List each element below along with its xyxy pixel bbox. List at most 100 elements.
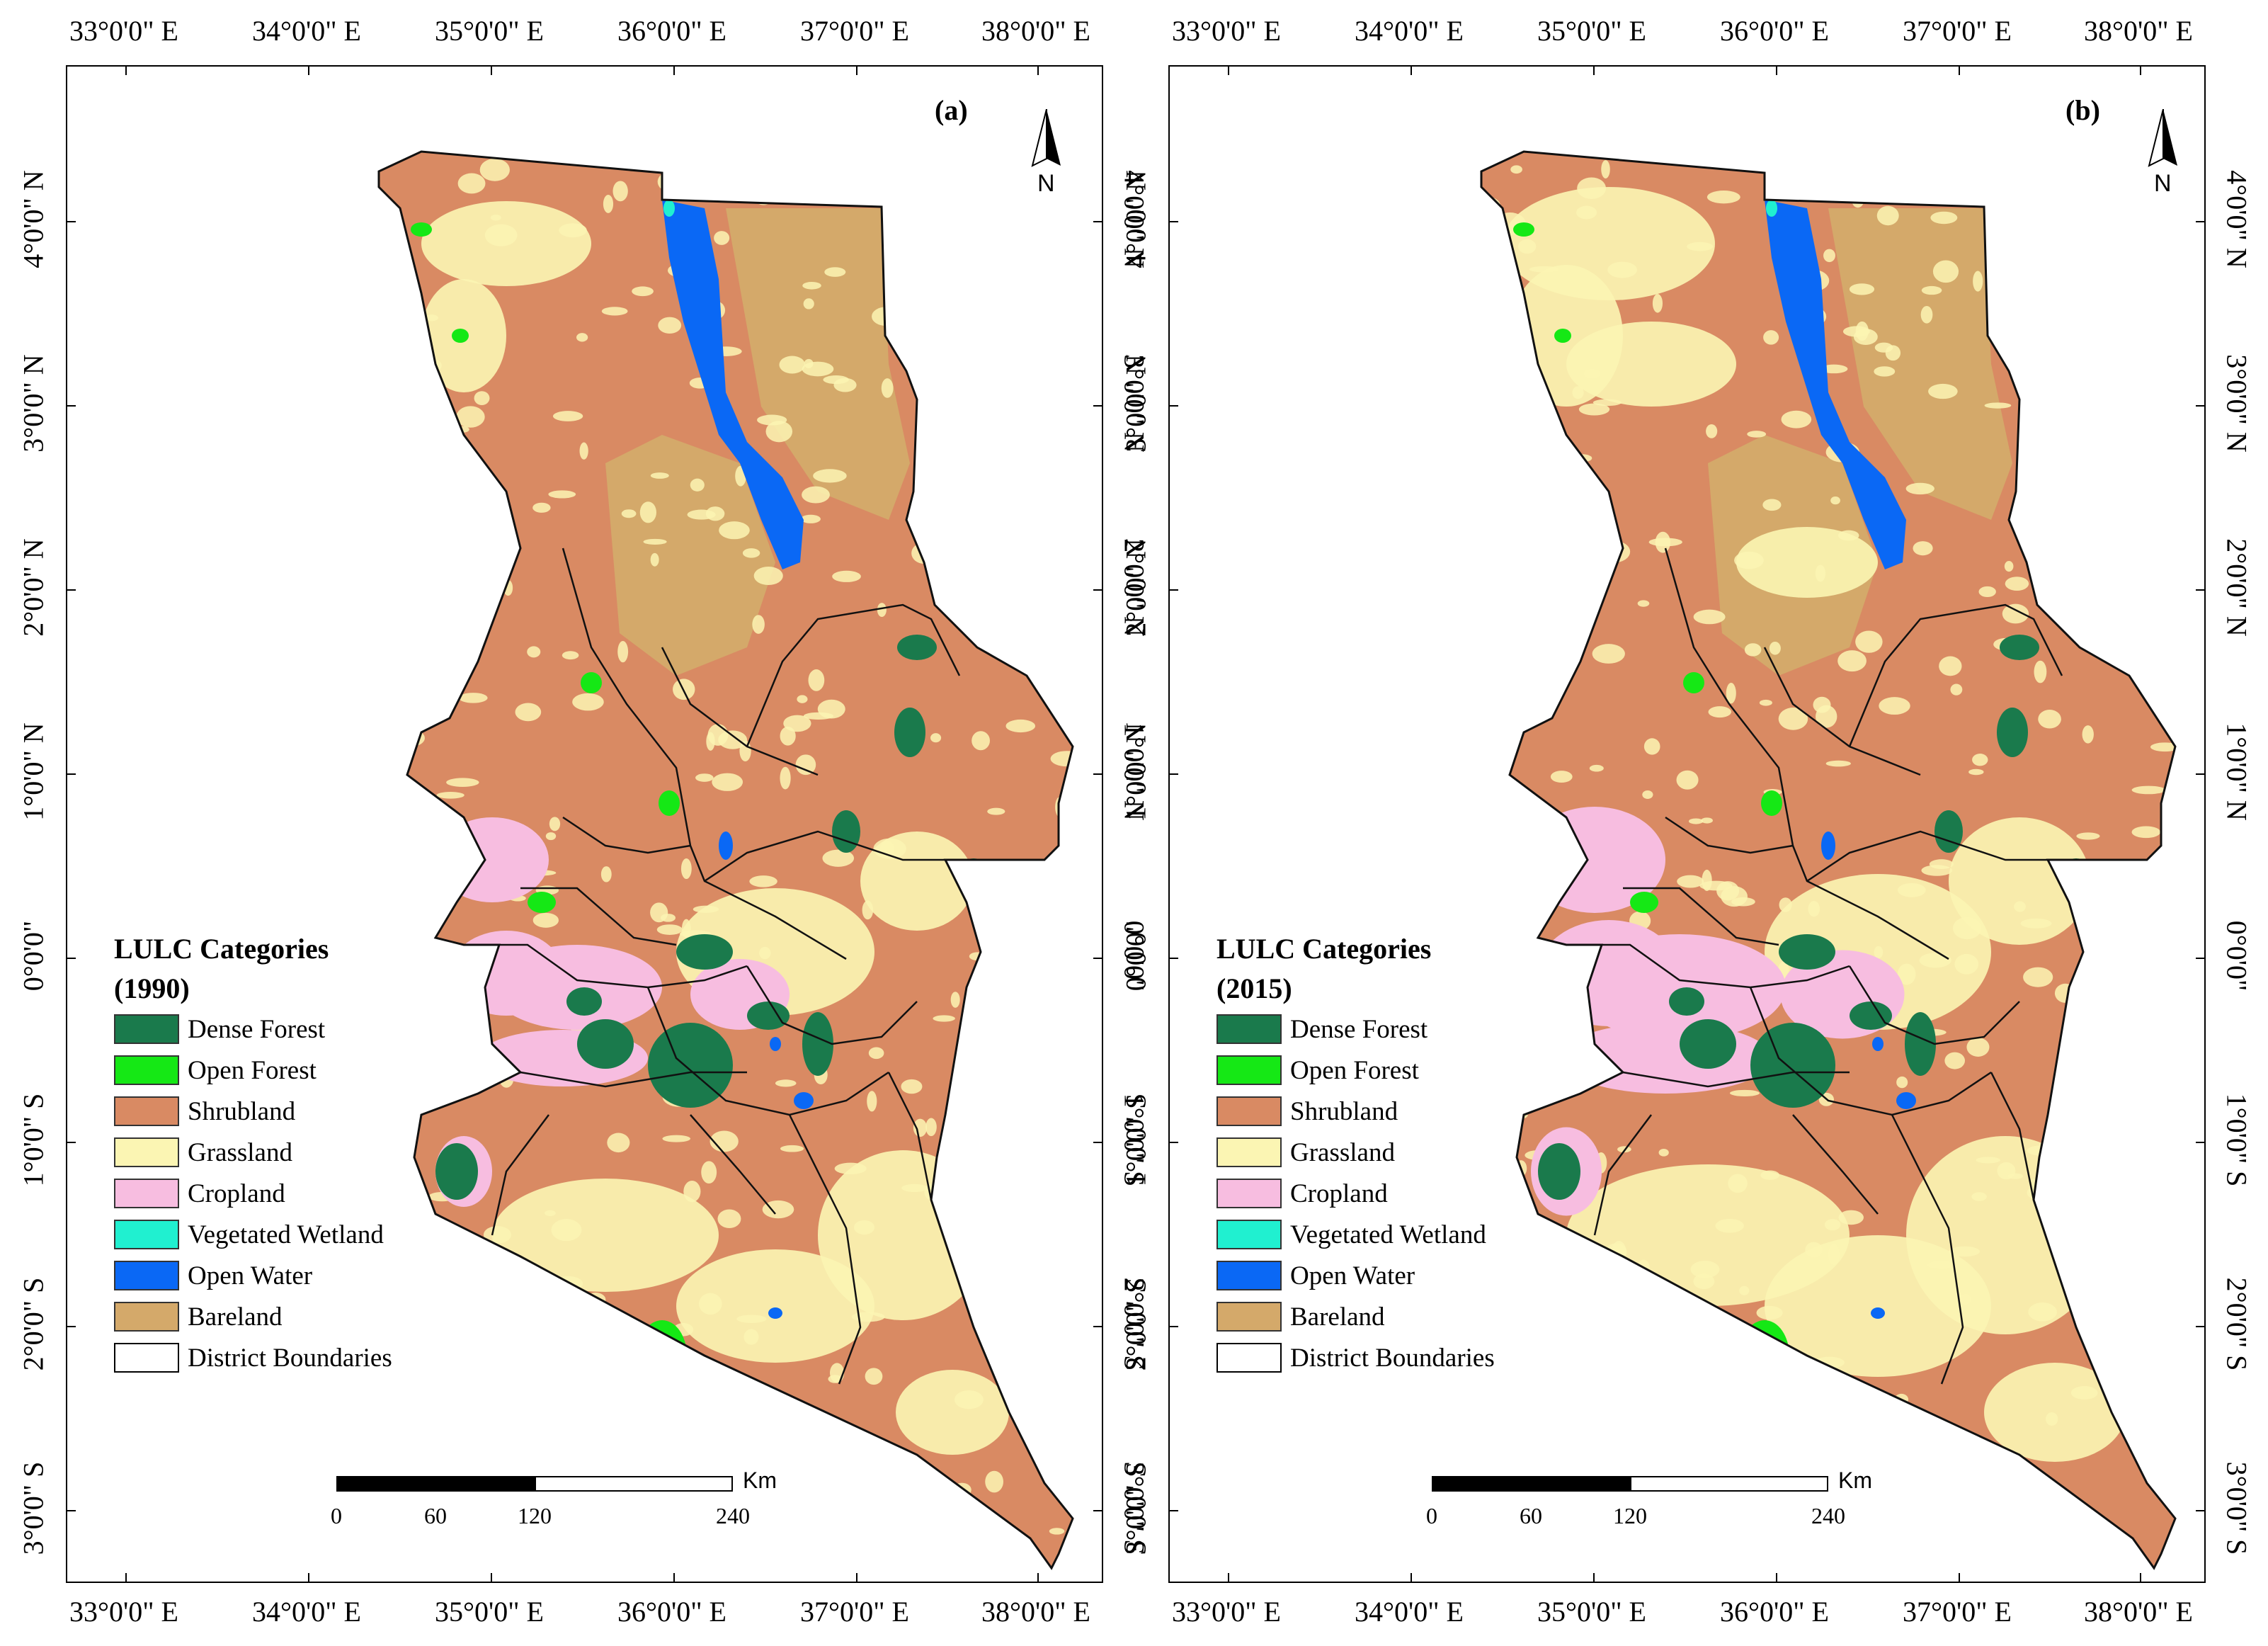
grassland-speckle <box>2119 163 2139 175</box>
grassland-speckle <box>1481 197 1501 217</box>
grassland-speckle <box>719 521 750 540</box>
scale-bar-tick-label: 240 <box>716 1503 750 1528</box>
y-tick-mark <box>1170 589 1178 591</box>
y-tick-mark <box>67 589 76 591</box>
y-tick-mark <box>1170 1510 1178 1511</box>
x-tick-mark <box>491 67 492 75</box>
grassland-speckle <box>988 639 1003 649</box>
grassland-speckle <box>579 1419 603 1432</box>
legend-swatch <box>114 1220 179 1249</box>
y-tick-mark <box>2196 958 2204 959</box>
grassland-speckle <box>474 391 490 405</box>
grassland-speckle <box>1855 630 1883 653</box>
legend-item-label: Open Forest <box>1290 1055 1419 1085</box>
panel-b: (b) N LULC Categories (2015) Dense Forest Ope… <box>1168 65 2206 1583</box>
grassland-speckle <box>1519 1020 1535 1041</box>
grassland-speckle <box>883 1449 893 1470</box>
y-axis-label: 3°0'0" N <box>2221 354 2253 453</box>
grassland-speckle <box>1811 1388 1834 1397</box>
grassland-speckle <box>695 773 714 782</box>
grassland-speckle <box>2020 918 2052 929</box>
grassland-speckle <box>842 1446 855 1465</box>
y-axis-label: 3°0'0" S <box>1119 1461 1152 1555</box>
x-tick-mark <box>308 1573 309 1582</box>
open-forest-patch <box>659 790 680 816</box>
grassland-speckle <box>913 1118 928 1137</box>
x-axis-label-top: 38°0'0" E <box>981 15 1090 47</box>
y-tick-mark <box>67 221 76 222</box>
grassland-speckle <box>1050 751 1073 767</box>
grassland-speckle <box>775 1079 797 1087</box>
district-boundary <box>1665 816 1794 854</box>
scale-bar: Km 0 60 120 240 <box>331 1468 777 1528</box>
grassland-speckle <box>1578 1378 1590 1394</box>
grassland-speckle <box>572 693 604 711</box>
grassland-speckle <box>576 333 588 342</box>
grassland-speckle <box>1040 1014 1061 1033</box>
grassland-speckle <box>490 215 501 221</box>
grassland-speckle <box>463 472 484 480</box>
grassland-speckle <box>1852 191 1864 208</box>
grassland-speckle <box>1729 1089 1760 1096</box>
district-boundary <box>1990 1072 2035 1201</box>
x-axis-label-top: 38°0'0" E <box>2084 15 2193 47</box>
grassland-speckle <box>2070 557 2082 579</box>
legend-title: LULC Categories <box>1216 933 1432 965</box>
grassland-speckle <box>452 586 472 608</box>
grassland-speckle <box>1577 1441 1610 1460</box>
grassland-speckle <box>759 946 771 960</box>
grassland-patch <box>676 1249 874 1363</box>
legend-swatch <box>1216 1137 1282 1167</box>
grassland-speckle <box>1919 953 1951 968</box>
grassland-speckle <box>2038 710 2061 729</box>
x-axis-label-top: 36°0'0" E <box>1720 15 1829 47</box>
dense-forest-patch <box>435 1143 478 1200</box>
grassland-speckle <box>1517 239 1537 254</box>
grassland-speckle <box>457 173 486 194</box>
grassland-speckle <box>718 1419 752 1425</box>
grassland-speckle <box>579 1548 588 1555</box>
grassland-speckle <box>877 603 887 618</box>
grassland-speckle <box>621 509 637 518</box>
grassland-speckle <box>1003 1016 1032 1035</box>
grassland-speckle <box>640 1370 668 1389</box>
water-body <box>719 831 733 860</box>
open-forest-patch <box>1740 1320 1789 1391</box>
grassland-speckle <box>714 231 730 245</box>
grassland-speckle <box>427 1385 438 1392</box>
cropland-patch <box>435 817 549 902</box>
x-axis-label-bottom: 36°0'0" E <box>617 1596 726 1628</box>
grassland-speckle <box>416 654 431 665</box>
grassland-speckle <box>607 1133 630 1153</box>
grassland-speckle <box>992 430 1025 449</box>
x-tick-mark <box>125 1573 127 1582</box>
grassland-speckle <box>2090 200 2107 214</box>
grassland-speckle <box>2119 244 2129 263</box>
grassland-speckle <box>1728 1174 1748 1193</box>
open-forest-patch <box>528 892 556 913</box>
y-tick-mark <box>1093 405 1102 407</box>
y-axis-label: 4°0'0" N <box>17 170 50 268</box>
open-forest-patch <box>1554 329 1571 343</box>
y-tick-mark <box>1170 958 1178 959</box>
dense-forest-patch <box>2000 635 2039 660</box>
grassland-speckle <box>1925 1494 1955 1504</box>
grassland-speckle <box>680 858 692 880</box>
grassland-speckle <box>1483 424 1505 433</box>
grassland-speckle <box>808 669 825 691</box>
grassland-speckle <box>1487 472 1520 479</box>
y-tick-mark <box>2196 589 2204 591</box>
y-axis-label: 2°0'0" S <box>2221 1277 2253 1371</box>
grassland-speckle <box>1515 440 1527 449</box>
grassland-speckle <box>392 1254 426 1263</box>
y-tick-mark <box>67 773 76 775</box>
grassland-speckle <box>1978 586 1996 598</box>
dense-forest-patch <box>1997 708 2028 757</box>
grassland-speckle <box>800 514 821 523</box>
grassland-speckle <box>1032 1269 1066 1280</box>
district-boundary <box>491 1114 549 1236</box>
x-tick-mark <box>1411 1573 1412 1582</box>
district-boundary <box>1664 547 1949 960</box>
grassland-speckle <box>753 566 783 586</box>
grassland-speckle <box>1022 579 1054 596</box>
